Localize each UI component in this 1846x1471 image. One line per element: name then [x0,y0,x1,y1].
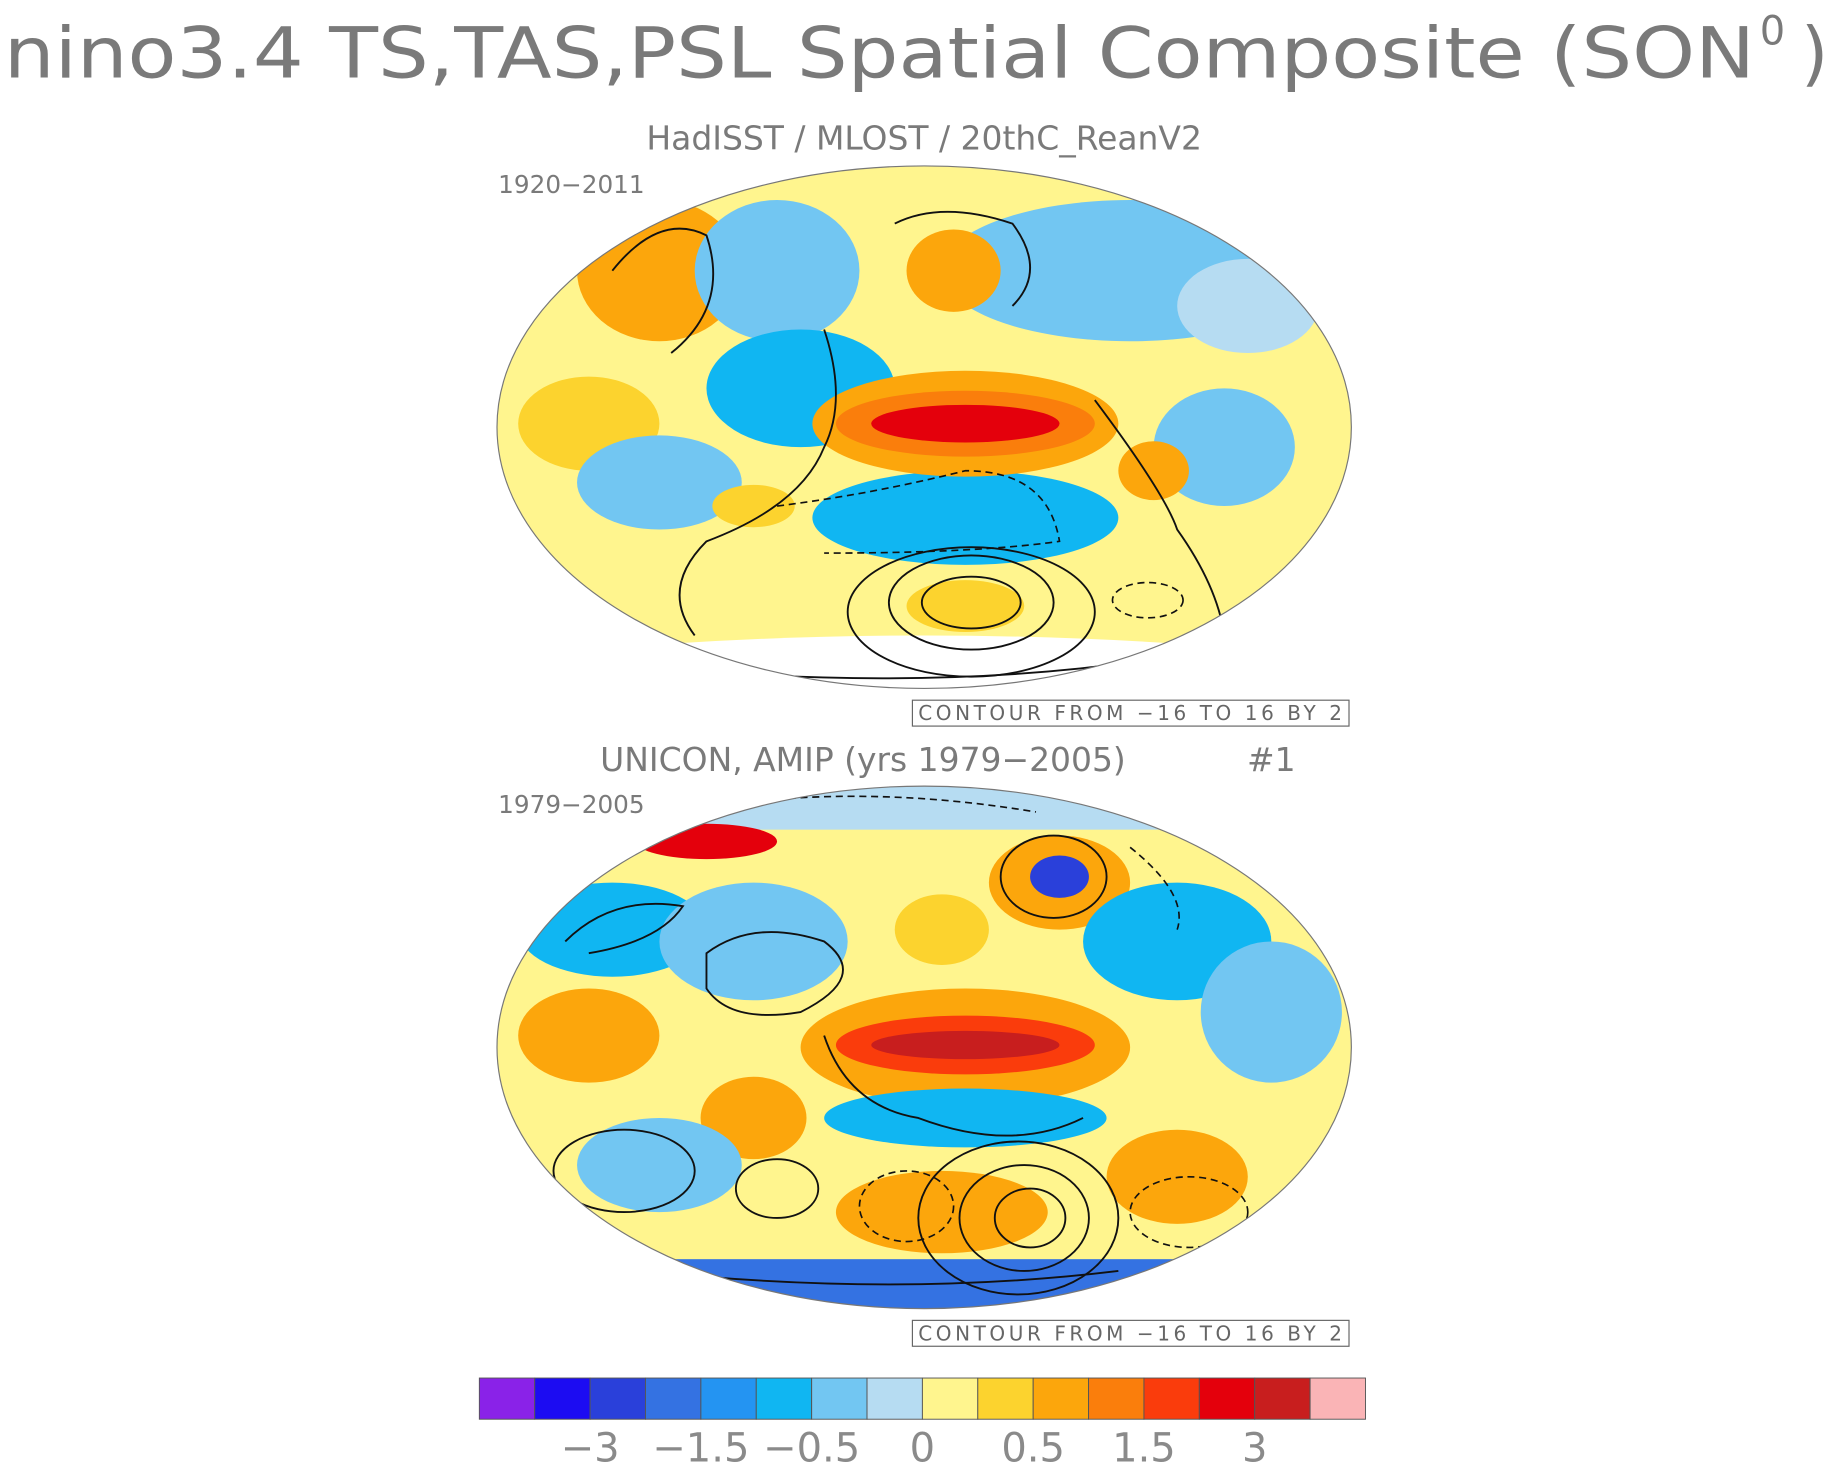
title-close: ) [1801,12,1829,95]
colorbar-box [1198,1377,1256,1420]
map [496,165,1352,689]
contour-note: CONTOUR FROM −16 TO 16 BY 2 [918,1321,1342,1345]
panel-years: 1920−2011 [498,170,644,199]
contour-box [911,1319,1350,1347]
colorbar-box [977,1377,1034,1420]
colorbar-box [866,1377,923,1420]
colorbar-box [1254,1377,1311,1420]
colorbar-label: 1.5 [1112,1426,1176,1471]
colorbar-box [1143,1377,1200,1420]
colorbar-box [921,1377,979,1420]
panel-title: HadISST / MLOST / 20thC_ReanV2 [646,118,1202,157]
colorbar-label: −0.5 [763,1426,860,1471]
colorbar-box [1032,1377,1090,1420]
panel-years: 1979−2005 [498,790,644,819]
colorbar-box [1088,1377,1145,1420]
colorbar-box [645,1377,702,1420]
panel-run: #1 [1247,740,1296,779]
contour-box [911,699,1350,727]
colorbar-box [534,1377,591,1420]
colorbar-box [478,1377,536,1420]
colorbar-label: 0.5 [1001,1426,1065,1471]
colorbar-label: −1.5 [652,1426,749,1471]
colorbar: −3 −1.5 −0.5 0 0.5 1.5 3 [478,1377,1366,1471]
colorbar-box [755,1377,813,1420]
map-frame [496,165,1352,690]
title-superscript: 0 [1760,9,1785,55]
colorbar-box [811,1377,868,1420]
colorbar-box [1309,1377,1366,1420]
colorbar-label: 0 [910,1426,935,1471]
colorbar-box [589,1377,646,1420]
map-frame [496,785,1352,1310]
figure-title: nino3.4 TS,TAS,PSL Spatial Composite (SO… [4,12,1755,95]
colorbar-label: −3 [561,1426,620,1471]
contour-note: CONTOUR FROM −16 TO 16 BY 2 [918,701,1342,725]
colorbar-label: 3 [1242,1426,1267,1471]
colorbar-box [700,1377,757,1420]
panel-title: UNICON, AMIP (yrs 1979−2005) [600,740,1126,779]
map [496,786,1352,1309]
